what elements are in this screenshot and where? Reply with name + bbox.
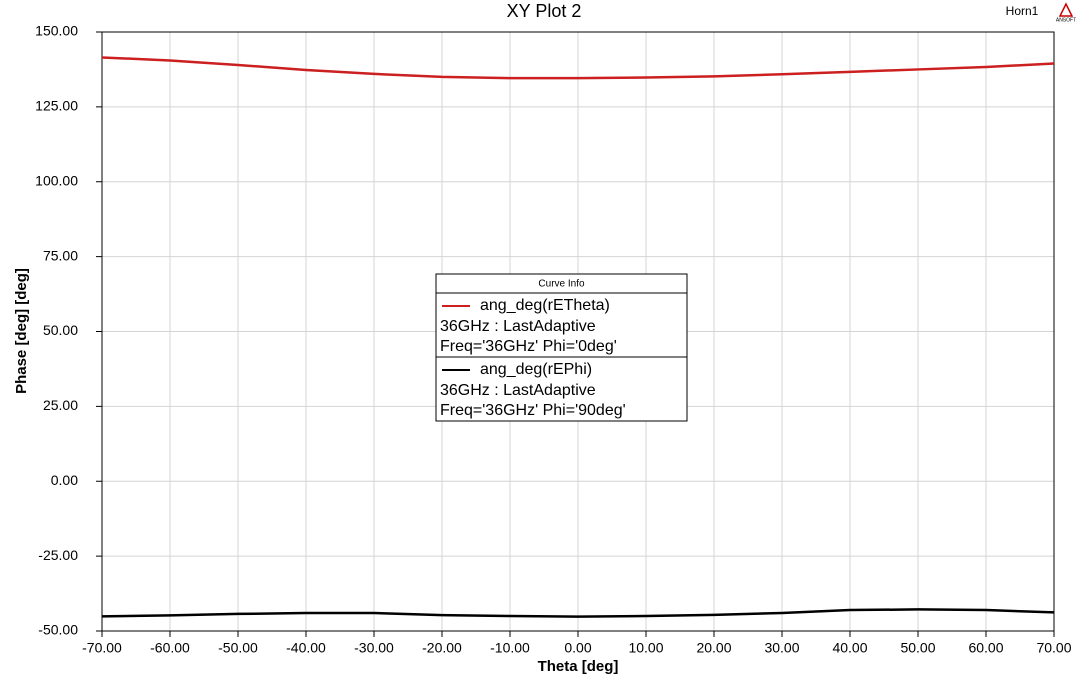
logo-icon xyxy=(1058,2,1074,17)
x-tick-label: 40.00 xyxy=(832,640,867,656)
legend-entry: ang_deg(rEPhi) xyxy=(480,361,592,378)
y-tick-label: 75.00 xyxy=(43,247,78,263)
legend: Curve Info ang_deg(rETheta) 36GHz : LastAd… xyxy=(435,273,688,422)
x-tick-label: 70.00 xyxy=(1036,640,1071,656)
y-tick-label: -50.00 xyxy=(38,622,78,638)
plot-frame xyxy=(101,31,1055,632)
x-tick-label: 50.00 xyxy=(900,640,935,656)
x-tick-label: 10.00 xyxy=(628,640,663,656)
y-tick-label: 0.00 xyxy=(51,472,78,488)
design-name: Horn1 xyxy=(1006,4,1039,18)
legend-title: Curve Info xyxy=(538,279,585,290)
y-tick-label: 100.00 xyxy=(35,172,78,188)
legend-info: 36GHz : LastAdaptive xyxy=(440,382,596,399)
x-tick-label: 20.00 xyxy=(696,640,731,656)
legend-info: Freq='36GHz' Phi='90deg' xyxy=(440,402,626,419)
legend-entry: ang_deg(rETheta) xyxy=(480,297,610,314)
x-tick-label: -60.00 xyxy=(150,640,190,656)
data-line xyxy=(101,608,1055,618)
x-tick-label: -30.00 xyxy=(354,640,394,656)
chart-title: XY Plot 2 xyxy=(507,1,582,21)
x-tick-label: -70.00 xyxy=(82,640,122,656)
legend-info: 36GHz : LastAdaptive xyxy=(440,318,596,335)
y-axis-label: Phase [deg] [deg] xyxy=(13,268,30,394)
x-tick-label: -50.00 xyxy=(218,640,258,656)
y-tick-label: 50.00 xyxy=(43,322,78,338)
logo-text: ANSOFT xyxy=(1056,17,1076,23)
x-tick-label: -40.00 xyxy=(286,640,326,656)
x-tick-label: -10.00 xyxy=(490,640,530,656)
x-tick-label: 0.00 xyxy=(564,640,591,656)
legend-info: Freq='36GHz' Phi='0deg' xyxy=(440,338,617,355)
data-line xyxy=(101,56,1055,80)
legend-box xyxy=(435,273,688,422)
x-axis-label: Theta [deg] xyxy=(538,658,619,675)
x-tick-label: -20.00 xyxy=(422,640,462,656)
y-tick-label: -25.00 xyxy=(38,547,78,563)
x-tick-label: 60.00 xyxy=(968,640,1003,656)
y-tick-label: 125.00 xyxy=(35,98,78,114)
y-tick-label: 150.00 xyxy=(35,23,78,39)
y-tick-label: 25.00 xyxy=(43,397,78,413)
x-tick-label: 30.00 xyxy=(764,640,799,656)
